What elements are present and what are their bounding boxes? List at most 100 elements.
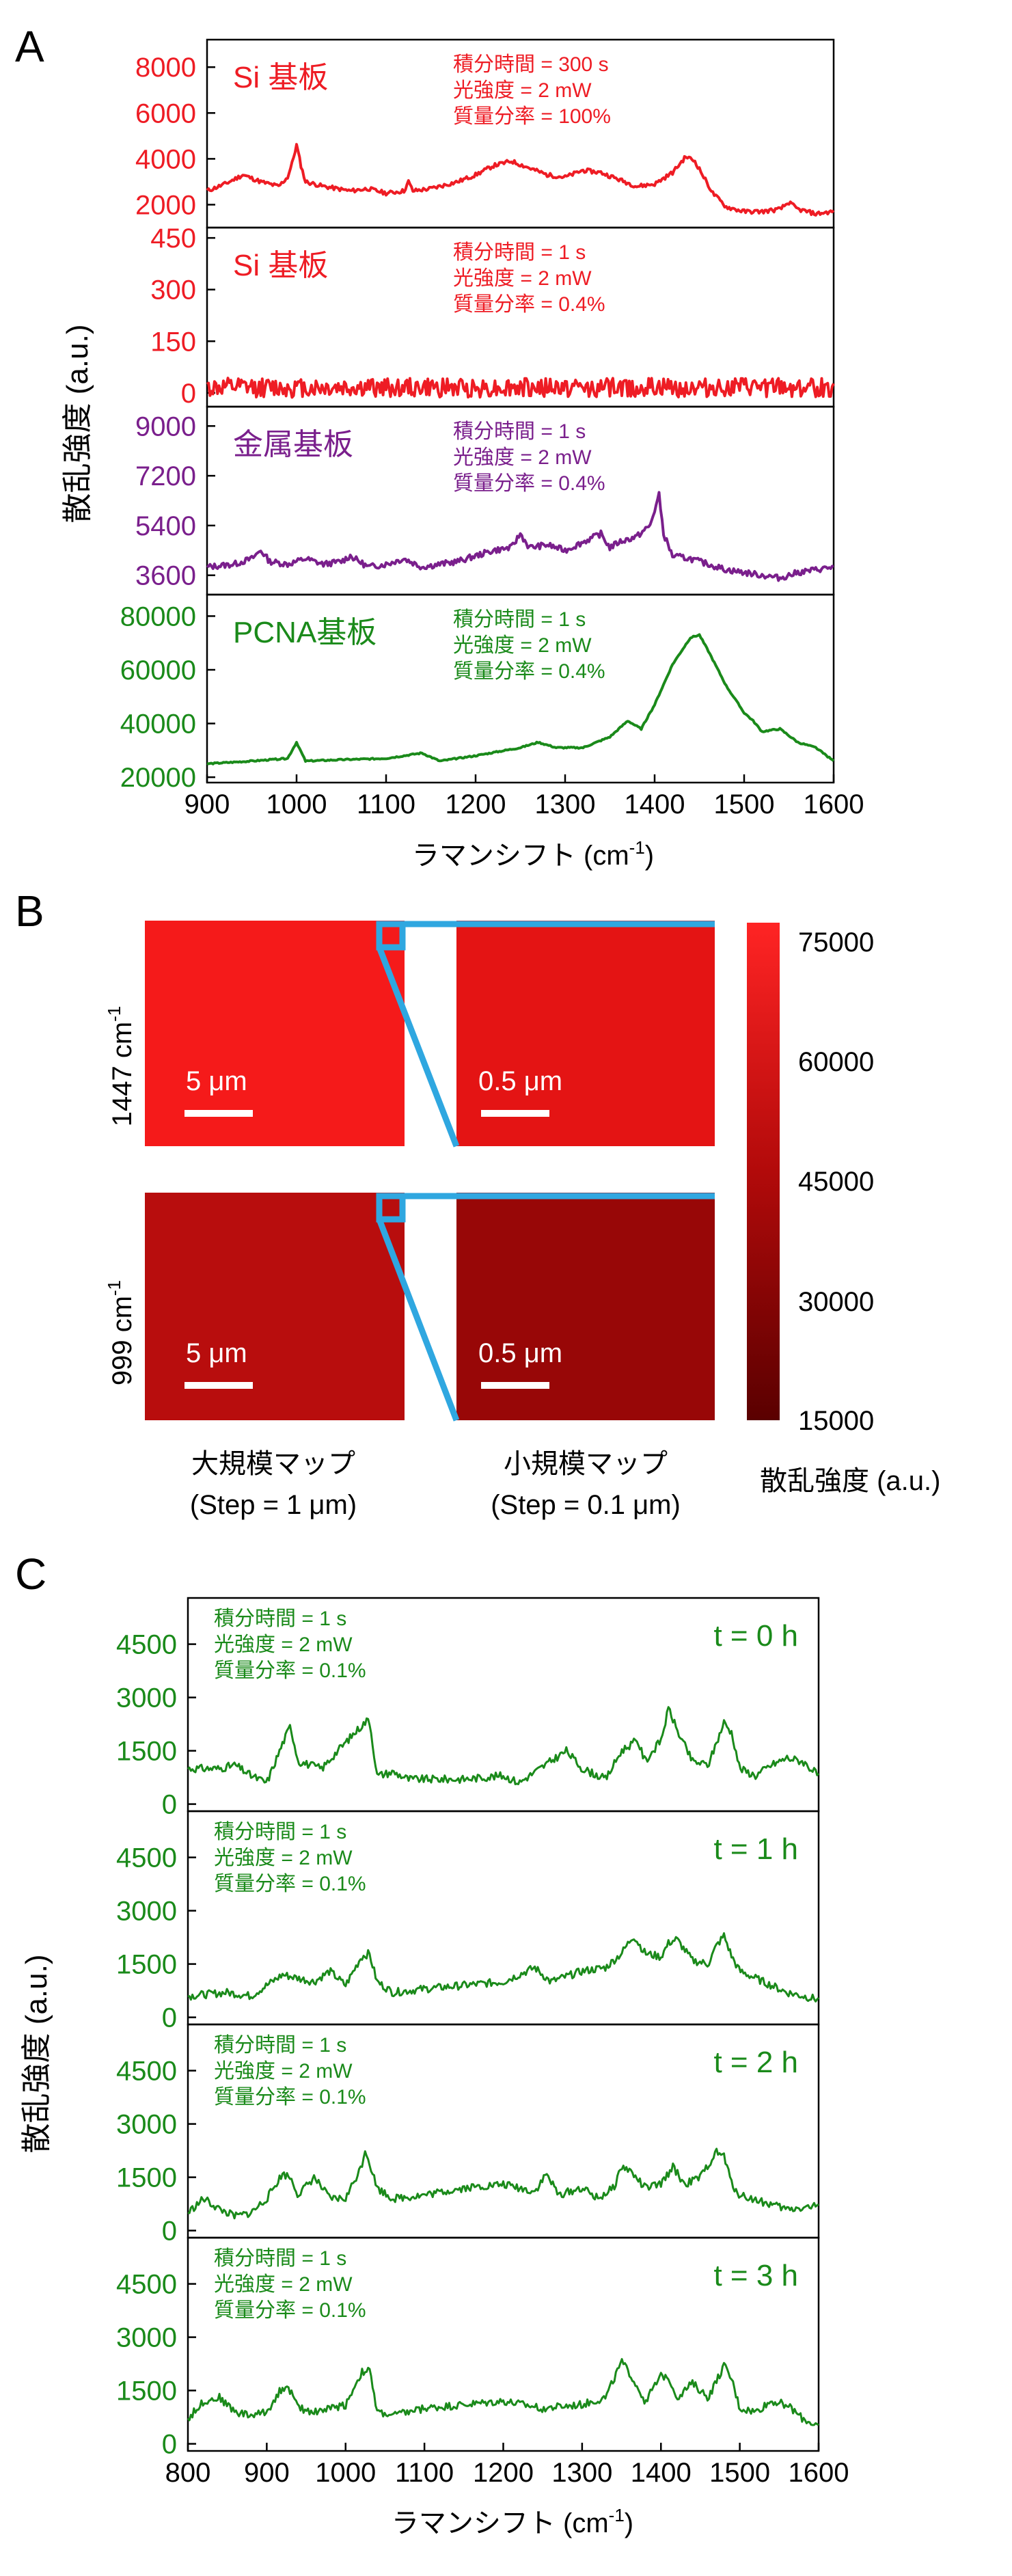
param-line-C4: 積分時間 = 1 s: [214, 2247, 346, 2270]
y-tick-label-A3: 7200: [135, 461, 196, 491]
zoom-line-bottom-row2: [376, 1218, 460, 1422]
y-tick-label-C1: 1500: [116, 1737, 177, 1767]
row1-label-sup: -1: [104, 1006, 124, 1022]
series-line-A3: [206, 491, 834, 582]
panel-b: 1447 cm-1 999 cm-1 5 μm 0.5 μm 5 μm 0.5 …: [104, 921, 940, 1520]
param-line-C4: 光強度 = 2 mW: [214, 2273, 353, 2296]
param-line-A3: 光強度 = 2 mW: [453, 446, 592, 469]
chart-A4: 20000 40000 60000 80000 PCNA基板 積分時間 = 1 s 光強度 …: [120, 593, 835, 793]
caption-large-line1: 大規模マップ: [191, 1449, 355, 1479]
colorbar-tick-60000: 60000: [798, 1047, 874, 1077]
panel-c-x-tick-label: 1500: [709, 2458, 770, 2488]
series-line-C2: [187, 1932, 820, 2003]
y-tick-label-C1: 0: [162, 1790, 177, 1820]
series-line-C4: [187, 2358, 819, 2426]
sample-label-A1: Si 基板: [233, 61, 328, 94]
scale-bar-r1-small: [481, 1110, 549, 1117]
scale-bar-r2-small: [481, 1382, 549, 1389]
y-tick-label-A1: 2000: [135, 190, 196, 220]
sample-label-C2: t = 1 h: [713, 1832, 798, 1866]
sample-label-C4: t = 3 h: [713, 2259, 798, 2292]
param-line-A3: 質量分率 = 0.4%: [453, 472, 605, 495]
panel-c-x-label: ラマンシフト (cm-1): [392, 2505, 633, 2538]
row1-label: 1447 cm-1: [104, 1006, 137, 1127]
y-tick-label-A2: 450: [150, 223, 196, 254]
zoom-line-bottom-row1: [376, 946, 460, 1148]
colorbar-label: 散乱強度 (a.u.): [760, 1466, 940, 1496]
y-tick-label-C4: 4500: [116, 2270, 177, 2300]
scale-label-r2-small: 0.5 μm: [478, 1338, 562, 1368]
y-tick-label-C4: 0: [162, 2430, 177, 2460]
series-line-A4: [206, 633, 835, 765]
chart-C3: 0 1500 3000 4500 t = 2 h 積分時間 = 1 s 光強度 = 2 mW…: [116, 2023, 820, 2247]
panel-c-y-label: 散乱強度 (a.u.): [20, 1955, 53, 2154]
panel-a-x-tick-label: 1500: [714, 789, 775, 819]
caption-small-line1: 小規模マップ: [504, 1449, 668, 1479]
zoom-indicator-row1: [376, 921, 715, 1148]
panel-c-x-tick-label: 1200: [473, 2458, 534, 2488]
panel-a-x-tick-label: 900: [184, 789, 230, 819]
param-line-A3: 積分時間 = 1 s: [453, 420, 586, 443]
param-line-A1: 質量分率 = 100%: [453, 105, 611, 128]
y-tick-label-C1: 3000: [116, 1683, 177, 1713]
row2-label: 999 cm-1: [104, 1280, 137, 1385]
panel-a-x-tick-label: 1000: [266, 789, 327, 819]
param-line-C1: 光強度 = 2 mW: [214, 1633, 353, 1656]
chart-C1: 0 1500 3000 4500 t = 0 h 積分時間 = 1 s 光強度 = 2 mW…: [116, 1597, 820, 1820]
param-line-C2: 積分時間 = 1 s: [214, 1821, 346, 1843]
y-tick-label-C3: 1500: [116, 2163, 177, 2193]
zoom-indicator-row2: [376, 1193, 715, 1422]
y-tick-label-C2: 3000: [116, 1897, 177, 1927]
chart-C4: 0 1500 3000 4500 t = 3 h 積分時間 = 1 s 光強度 = 2 mW…: [116, 2236, 820, 2460]
scale-label-r2-large: 5 μm: [186, 1338, 247, 1368]
panel-c-x-tick-label: 1400: [631, 2458, 692, 2488]
panel-label-c: C: [15, 1549, 46, 1599]
sample-label-A3: 金属基板: [233, 428, 353, 461]
param-line-C3: 光強度 = 2 mW: [214, 2060, 353, 2083]
panel-c-x-tick-label: 1100: [395, 2458, 454, 2488]
panel-a-x-label: ラマンシフト (cm-1): [412, 837, 654, 871]
scale-label-r1-large: 5 μm: [186, 1066, 247, 1096]
param-line-A2: 質量分率 = 0.4%: [453, 293, 605, 316]
scale-bar-r2-large: [184, 1382, 253, 1389]
series-line-C1: [187, 1706, 820, 1785]
y-tick-label-C3: 0: [162, 2216, 177, 2247]
row2-label-sup: -1: [104, 1280, 124, 1296]
colorbar: [747, 923, 780, 1420]
param-line-C2: 光強度 = 2 mW: [214, 1847, 353, 1869]
y-tick-label-A3: 3600: [135, 561, 196, 591]
param-line-C3: 質量分率 = 0.1%: [214, 2086, 366, 2109]
heatmap-1447-small-map: [456, 921, 715, 1146]
param-line-A2: 光強度 = 2 mW: [453, 267, 592, 290]
chart-A3: 3600 5400 7200 9000 金属基板 積分時間 = 1 s 光強度 = 2 mW…: [135, 405, 835, 596]
chart-C2: 0 1500 3000 4500 t = 1 h 積分時間 = 1 s 光強度 = 2 mW…: [116, 1810, 820, 2033]
param-line-C2: 質量分率 = 0.1%: [214, 1873, 366, 1895]
heatmap-1447-large-map: [145, 921, 405, 1146]
y-tick-label-A1: 4000: [135, 144, 196, 174]
panel-a-x-tick-label: 1300: [535, 789, 596, 819]
param-line-A4: 質量分率 = 0.4%: [453, 660, 605, 683]
y-tick-label-C4: 1500: [116, 2376, 177, 2406]
param-line-A2: 積分時間 = 1 s: [453, 241, 586, 264]
y-tick-label-A1: 8000: [135, 53, 196, 83]
panel-c-x-tick-label: 1600: [789, 2458, 849, 2488]
panel-c-x-label-sup: -1: [609, 2505, 625, 2525]
plot-frame-A4: [206, 593, 835, 784]
param-line-A1: 光強度 = 2 mW: [453, 79, 592, 102]
panel-a-y-label: 散乱強度 (a.u.): [61, 325, 94, 524]
panel-a-x-label-main: ラマンシフト (cm: [412, 841, 629, 871]
y-tick-label-C2: 1500: [116, 1950, 177, 1980]
panel-a-x-label-end: ): [645, 841, 654, 871]
y-tick-label-C3: 3000: [116, 2110, 177, 2140]
series-line-C3: [187, 2147, 819, 2220]
panel-c-x-tick-label: 1000: [315, 2458, 376, 2488]
y-tick-label-A4: 40000: [120, 709, 196, 740]
panel-c: 0 1500 3000 4500 t = 0 h 積分時間 = 1 s 光強度 = 2 mW…: [116, 1597, 849, 2488]
param-line-C1: 積分時間 = 1 s: [214, 1608, 346, 1630]
y-tick-label-C2: 4500: [116, 1843, 177, 1873]
row1-label-main: 1447 cm: [107, 1022, 137, 1126]
panel-label-a: A: [15, 22, 44, 71]
chart-A2: 0 150 300 450 Si 基板 積分時間 = 1 s 光強度 = 2 mW 質量分率 …: [150, 223, 835, 409]
sample-label-C3: t = 2 h: [713, 2046, 798, 2079]
panel-a: 2000 4000 6000 8000 Si 基板 積分時間 = 300 s 光強度 = 2…: [120, 38, 864, 819]
